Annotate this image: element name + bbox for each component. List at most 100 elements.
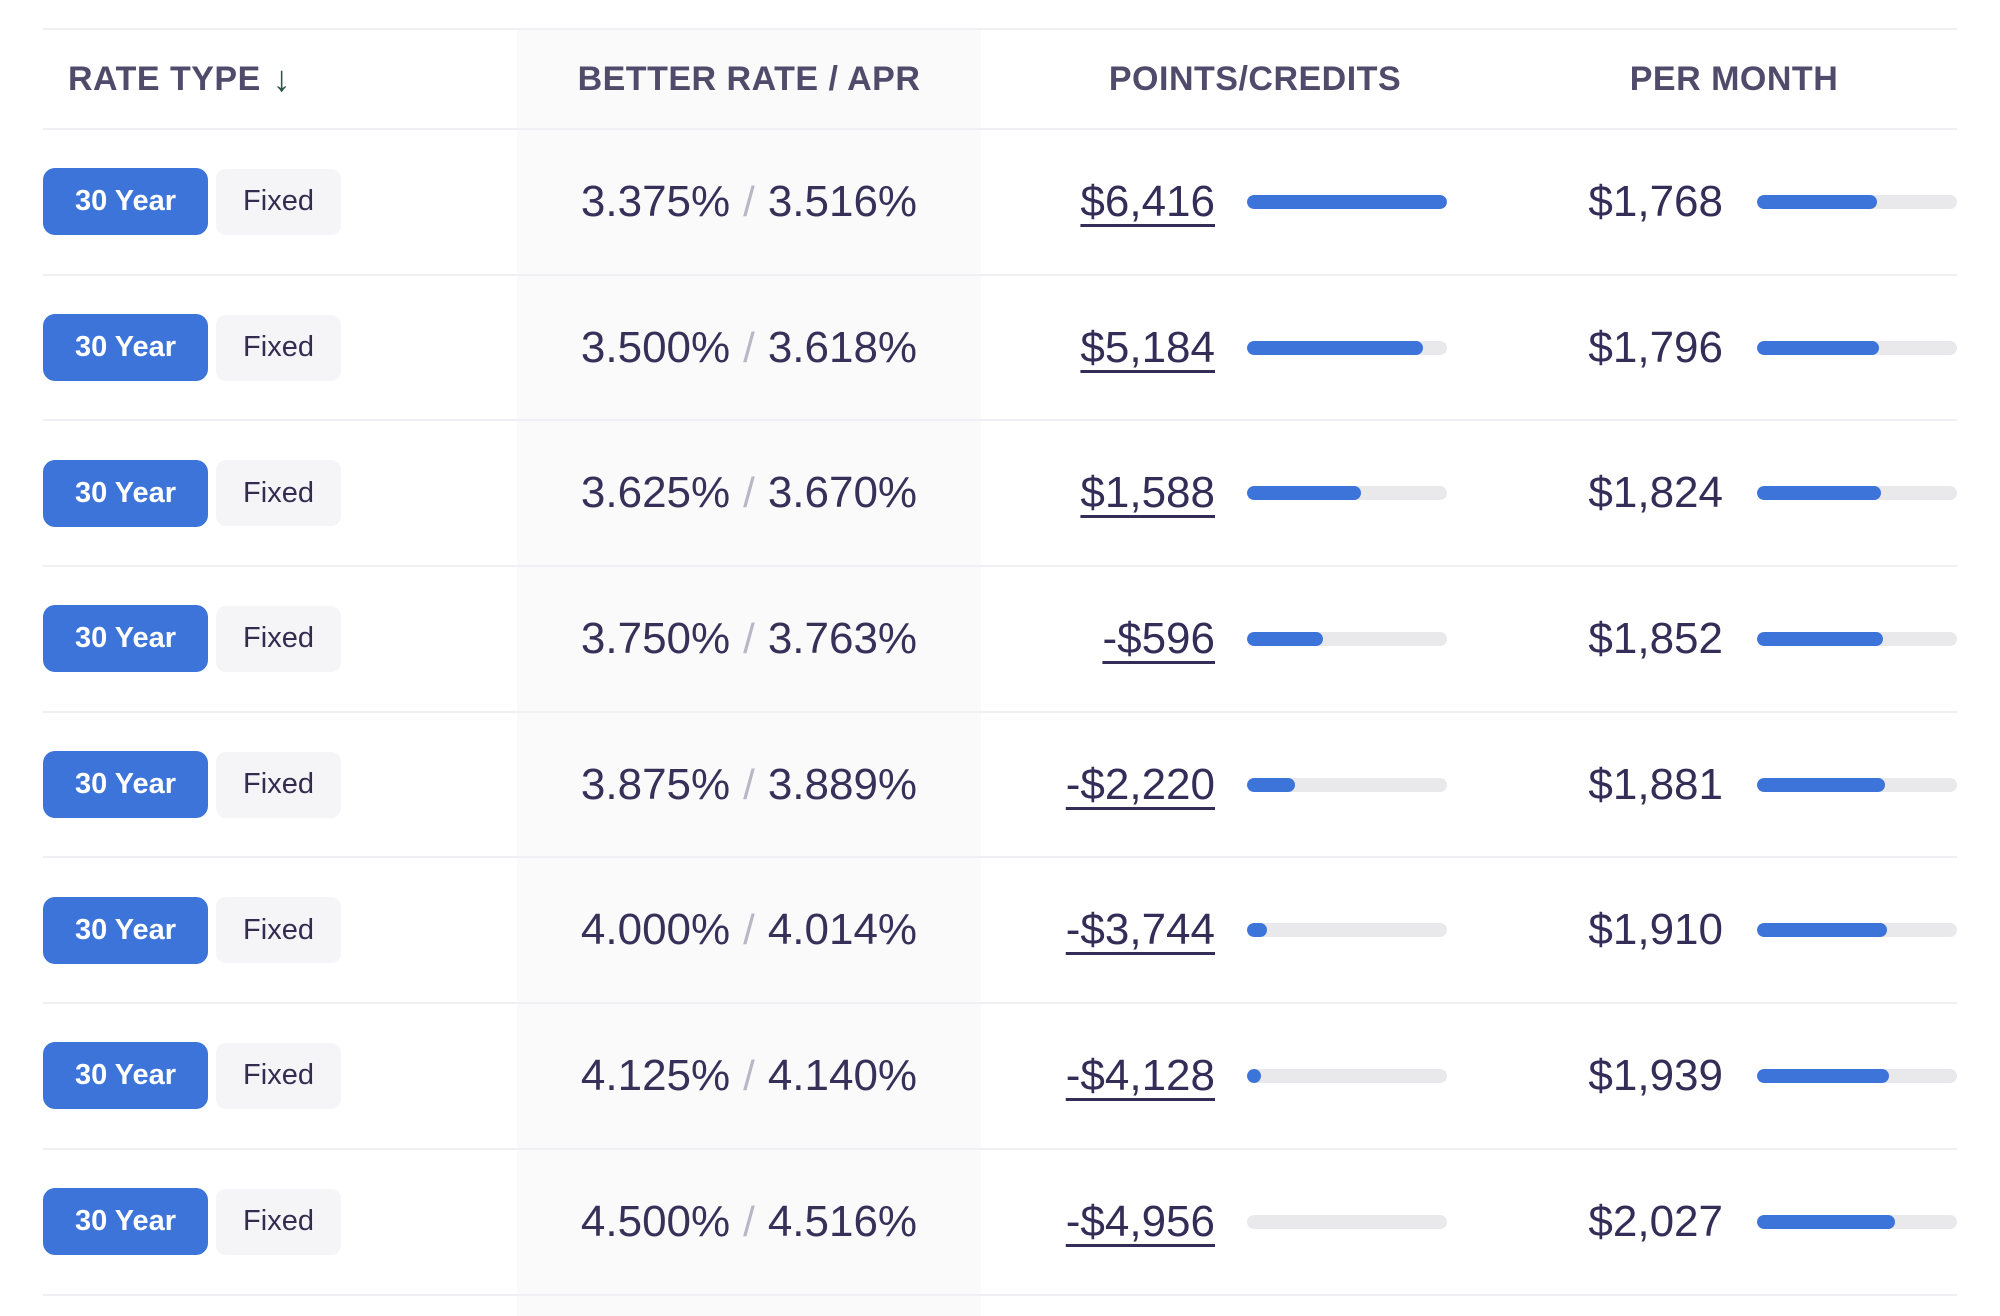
better-rate-apr-cell: 4.500% / 4.516% — [517, 1197, 981, 1247]
per-month-bar-fill — [1757, 631, 1883, 646]
rate-value: 4.125% — [580, 1050, 731, 1100]
points-credits-link[interactable]: $5,184 — [1080, 322, 1215, 372]
per-month-value: $1,910 — [1588, 905, 1723, 955]
rate-apr-separator: / — [743, 323, 755, 371]
rate-value: 3.500% — [580, 322, 731, 372]
points-credits-cell: -$596 — [981, 614, 1447, 664]
term-button[interactable]: 30 Year — [43, 459, 208, 527]
per-month-bar-fill — [1757, 1068, 1889, 1083]
points-credits-cell: -$4,956 — [981, 1197, 1447, 1247]
rate-apr-separator: / — [743, 1197, 755, 1245]
rate-type-chip: Fixed — [216, 1188, 341, 1255]
per-month-bar — [1757, 1214, 1957, 1229]
per-month-bar-fill — [1757, 340, 1879, 355]
term-button[interactable]: 30 Year — [43, 1188, 208, 1256]
points-credits-link[interactable]: $6,416 — [1080, 176, 1215, 226]
rate-type-cell: 30 Year Fixed — [43, 314, 517, 382]
apr-value: 4.014% — [767, 905, 918, 955]
sort-descending-icon[interactable]: ↓ — [272, 58, 292, 99]
table-body: 30 Year Fixed 3.375% / 3.516% $6,416 $1,… — [43, 130, 1957, 1296]
term-button[interactable]: 30 Year — [43, 168, 208, 236]
points-credits-bar — [1247, 777, 1447, 792]
per-month-bar-fill — [1757, 1214, 1895, 1229]
rate-row: 30 Year Fixed 3.875% / 3.889% -$2,220 $1… — [43, 713, 1957, 859]
rate-type-chip: Fixed — [216, 460, 341, 527]
rate-type-chip: Fixed — [216, 168, 341, 235]
rate-type-cell: 30 Year Fixed — [43, 459, 517, 527]
rate-type-chip: Fixed — [216, 1042, 341, 1109]
rate-type-chip: Fixed — [216, 751, 341, 818]
term-button[interactable]: 30 Year — [43, 896, 208, 964]
points-credits-bar-fill — [1247, 486, 1361, 501]
rate-value: 4.000% — [580, 905, 731, 955]
per-month-value: $1,939 — [1588, 1050, 1723, 1100]
term-button[interactable]: 30 Year — [43, 314, 208, 382]
rate-value: 3.750% — [580, 613, 731, 663]
points-credits-bar — [1247, 631, 1447, 646]
better-rate-apr-cell: 3.750% / 3.763% — [517, 614, 981, 664]
rate-type-cell: 30 Year Fixed — [43, 1188, 517, 1256]
points-credits-cell: $5,184 — [981, 323, 1447, 373]
points-credits-bar — [1247, 194, 1447, 209]
per-month-bar — [1757, 194, 1957, 209]
per-month-bar — [1757, 486, 1957, 501]
points-credits-bar-fill — [1247, 777, 1295, 792]
term-button[interactable]: 30 Year — [43, 1042, 208, 1110]
per-month-bar-fill — [1757, 777, 1885, 792]
better-rate-apr-cell: 3.500% / 3.618% — [517, 323, 981, 373]
better-rate-column-shade — [517, 28, 981, 1316]
better-rate-apr-header-label: BETTER RATE / APR — [577, 59, 921, 98]
rate-row: 30 Year Fixed 3.625% / 3.670% $1,588 $1,… — [43, 421, 1957, 568]
column-header-points-credits: POINTS/CREDITS — [981, 60, 1447, 99]
term-button[interactable]: 30 Year — [43, 751, 208, 819]
per-month-value: $1,796 — [1588, 322, 1723, 372]
rate-type-cell: 30 Year Fixed — [43, 605, 517, 673]
per-month-cell: $1,910 — [1447, 905, 1957, 955]
rate-row: 30 Year Fixed 3.750% / 3.763% -$596 $1,8… — [43, 567, 1957, 713]
rate-apr-separator: / — [743, 1051, 755, 1099]
per-month-value: $2,027 — [1588, 1196, 1723, 1246]
per-month-cell: $1,768 — [1447, 177, 1957, 227]
points-credits-link[interactable]: -$3,744 — [1065, 905, 1215, 955]
rate-row: 30 Year Fixed 3.500% / 3.618% $5,184 $1,… — [43, 276, 1957, 422]
per-month-bar — [1757, 340, 1957, 355]
points-credits-cell: $1,588 — [981, 468, 1447, 518]
points-credits-bar-fill — [1247, 631, 1323, 646]
rate-apr-separator: / — [743, 614, 755, 662]
apr-value: 4.516% — [767, 1196, 918, 1246]
rate-type-header-label: RATE TYPE — [68, 59, 261, 98]
points-credits-link[interactable]: -$4,128 — [1065, 1050, 1215, 1100]
better-rate-apr-cell: 3.375% / 3.516% — [517, 177, 981, 227]
points-credits-cell: $6,416 — [981, 177, 1447, 227]
column-header-rate-type[interactable]: RATE TYPE ↓ — [43, 58, 517, 100]
per-month-header-label: PER MONTH — [1629, 59, 1839, 98]
per-month-cell: $1,939 — [1447, 1051, 1957, 1101]
per-month-cell: $1,824 — [1447, 468, 1957, 518]
per-month-cell: $1,852 — [1447, 614, 1957, 664]
rate-type-chip: Fixed — [216, 605, 341, 672]
rate-row: 30 Year Fixed 3.375% / 3.516% $6,416 $1,… — [43, 130, 1957, 276]
term-button[interactable]: 30 Year — [43, 605, 208, 673]
points-credits-bar-fill — [1247, 194, 1447, 209]
points-credits-link[interactable]: $1,588 — [1080, 468, 1215, 518]
points-credits-bar — [1247, 1214, 1447, 1229]
column-header-per-month: PER MONTH — [1447, 60, 1957, 99]
rate-type-chip: Fixed — [216, 314, 341, 381]
rate-row: 30 Year Fixed 4.125% / 4.140% -$4,128 $1… — [43, 1004, 1957, 1150]
rate-value: 4.500% — [580, 1196, 731, 1246]
points-credits-bar-fill — [1247, 923, 1267, 938]
points-credits-link[interactable]: -$2,220 — [1065, 759, 1215, 809]
rate-row: 30 Year Fixed 4.500% / 4.516% -$4,956 $2… — [43, 1150, 1957, 1296]
better-rate-apr-cell: 3.625% / 3.670% — [517, 468, 981, 518]
points-credits-cell: -$3,744 — [981, 905, 1447, 955]
table-header-row: RATE TYPE ↓ BETTER RATE / APR POINTS/CRE… — [43, 28, 1957, 130]
better-rate-apr-cell: 3.875% / 3.889% — [517, 760, 981, 810]
rate-type-chip: Fixed — [216, 897, 341, 964]
better-rate-apr-cell: 4.000% / 4.014% — [517, 905, 981, 955]
points-credits-link[interactable]: -$596 — [1102, 613, 1215, 663]
points-credits-bar-fill — [1247, 1068, 1261, 1083]
per-month-bar — [1757, 923, 1957, 938]
points-credits-link[interactable]: -$4,956 — [1065, 1196, 1215, 1246]
apr-value: 3.763% — [767, 613, 918, 663]
points-credits-bar — [1247, 340, 1447, 355]
